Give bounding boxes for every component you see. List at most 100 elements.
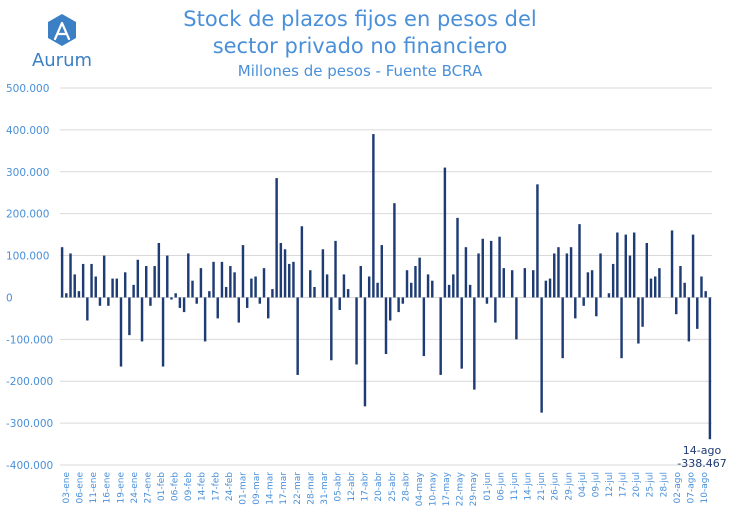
bar <box>60 247 64 298</box>
bar <box>267 297 270 319</box>
logo-wordmark: Aurum <box>32 50 92 71</box>
bar <box>300 226 304 298</box>
x-tick-label: 25-abr <box>388 472 398 502</box>
bar <box>410 282 413 298</box>
bar <box>216 297 219 319</box>
bar <box>132 284 135 298</box>
bar <box>481 238 484 298</box>
bar <box>153 266 156 298</box>
bar <box>279 242 283 298</box>
x-tick-label: 05-abr <box>333 472 343 502</box>
bar <box>704 291 707 298</box>
bar <box>262 268 266 298</box>
y-axis-ticks: 500.000 400.000 300.000 200.000 100.000 0 -100… <box>6 83 53 472</box>
y-tick-label: 0 <box>6 292 13 304</box>
bar <box>628 255 632 298</box>
bar <box>536 184 539 298</box>
x-tick-label: 17-abr <box>361 472 371 502</box>
aurum-logo: Aurum <box>32 14 92 71</box>
x-tick-label: 06-ene <box>76 472 86 504</box>
annotation-date: 14-ago <box>683 444 722 457</box>
x-tick-label: 12-jul <box>605 472 615 497</box>
bar <box>447 284 451 298</box>
x-tick-label: 01-mar <box>238 472 248 505</box>
bar <box>229 266 232 298</box>
bar <box>460 297 463 369</box>
chart-title-block: Stock de plazos fijos en pesos del secto… <box>110 6 610 81</box>
bar <box>574 297 577 319</box>
bar <box>119 297 123 367</box>
x-tick-label: 04-may <box>415 471 425 506</box>
x-tick-label: 19-ene <box>116 472 126 504</box>
x-tick-label: 01-jun <box>483 472 493 501</box>
x-tick-label: 17-may <box>442 471 452 506</box>
bar <box>254 276 257 298</box>
x-tick-label: 28-jul <box>659 472 669 497</box>
bar <box>708 297 712 440</box>
gridlines <box>60 87 712 466</box>
bar <box>140 297 144 342</box>
bar <box>679 266 682 298</box>
bar <box>170 297 173 300</box>
x-tick-label: 10-ago <box>700 472 710 504</box>
x-tick-label: 09-jul <box>591 472 601 497</box>
bar <box>658 268 661 298</box>
bar <box>565 253 569 298</box>
bar <box>380 245 384 298</box>
x-tick-label: 25-jul <box>646 472 656 497</box>
bar <box>388 297 392 321</box>
bar <box>363 297 367 407</box>
bar <box>443 167 447 298</box>
x-tick-label: 06-feb <box>171 472 181 501</box>
bar <box>128 297 131 336</box>
bar <box>338 297 341 311</box>
bar <box>69 253 72 298</box>
x-tick-label: 03-ene <box>62 472 72 504</box>
x-tick-label: 26-jun <box>551 472 561 501</box>
bar <box>687 297 691 342</box>
bar <box>616 232 619 298</box>
bar <box>700 276 703 298</box>
bar <box>178 297 182 308</box>
bar <box>422 297 426 357</box>
bar <box>233 272 236 298</box>
y-tick-label: -400.000 <box>6 460 53 472</box>
bar <box>65 293 68 298</box>
bar <box>510 270 514 298</box>
x-tick-label: 09-feb <box>184 472 194 501</box>
y-tick-label: -300.000 <box>6 418 53 430</box>
x-tick-label: 21-jun <box>537 472 547 501</box>
x-tick-label: 10-may <box>429 471 439 506</box>
bar <box>355 297 358 365</box>
bar <box>372 134 375 298</box>
bar <box>637 297 640 344</box>
x-tick-label: 29-may <box>469 471 479 506</box>
bar <box>452 274 455 298</box>
bar <box>464 247 468 298</box>
bar <box>258 297 262 304</box>
x-tick-label: 14-mar <box>266 472 276 505</box>
x-tick-label: 09-mar <box>252 472 262 505</box>
bar <box>439 297 442 375</box>
bar <box>203 297 207 342</box>
bar <box>157 242 161 298</box>
bar <box>115 278 119 298</box>
bar <box>477 253 480 298</box>
x-tick-label: 16-ene <box>103 472 113 504</box>
bar <box>557 247 560 298</box>
bar <box>494 297 497 323</box>
bar <box>334 240 337 298</box>
bar <box>569 247 573 298</box>
bar <box>540 297 543 413</box>
bar <box>498 236 501 298</box>
bar <box>330 297 333 361</box>
bar <box>649 278 653 298</box>
bar <box>292 261 295 298</box>
y-tick-label: 500.000 <box>6 83 49 95</box>
y-tick-label: 100.000 <box>6 251 49 263</box>
bar <box>599 253 602 298</box>
bar <box>553 253 556 298</box>
bar <box>107 297 110 306</box>
bar <box>224 286 228 298</box>
